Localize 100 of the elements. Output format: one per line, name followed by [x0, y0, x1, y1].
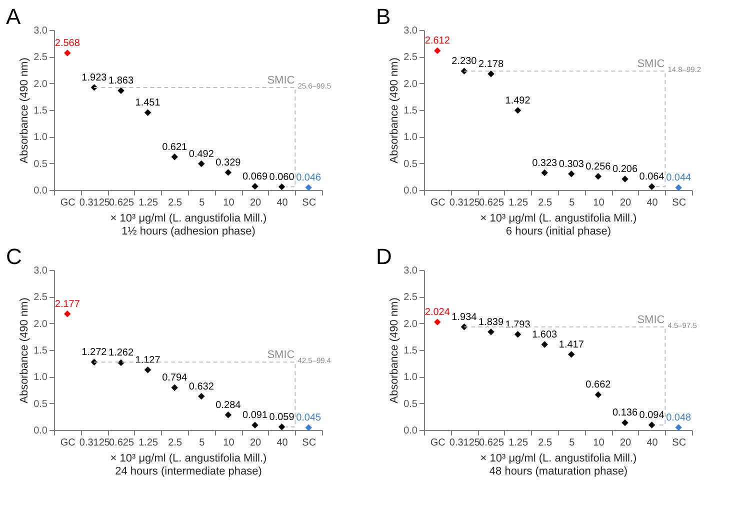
x-axis-title: × 10³ μg/ml (L. angustifolia Mill.) [480, 212, 637, 224]
chart-title: B [376, 4, 391, 29]
y-tick-label: 3.0 [404, 266, 418, 276]
x-tick-label: 0.3125 [449, 438, 480, 448]
data-label: 0.048 [666, 412, 692, 424]
y-tick-label: 2.0 [404, 318, 418, 330]
point [224, 412, 232, 418]
y-tick-label: 1.0 [34, 132, 48, 144]
data-label: 0.060 [269, 172, 295, 183]
point [622, 176, 628, 182]
point [434, 47, 441, 54]
y-tick-label: 0.5 [34, 398, 48, 410]
x-tick-label: SC [672, 198, 686, 208]
annotation: SMIC$_{14.8–99.2}$ [637, 58, 702, 74]
y-tick-label: 2.5 [404, 292, 418, 304]
point [514, 107, 522, 114]
chart-title: D [376, 244, 392, 269]
text: 48 hours (maturation phase) [489, 466, 628, 478]
point [488, 70, 494, 78]
x-tick-label: 0.625 [108, 198, 134, 208]
x-tick-label: 5 [199, 198, 206, 208]
data-label: 0.045 [296, 412, 322, 424]
data-label: 1.934 [452, 312, 478, 323]
annotation: SMIC$_{25.6–99.5}$ [267, 74, 332, 90]
point [144, 109, 152, 116]
y-tick-label: 1.5 [404, 106, 418, 116]
data-label: 0.059 [269, 412, 295, 423]
x-tick-label: 0.625 [478, 438, 504, 448]
point [171, 384, 178, 392]
point [622, 419, 628, 426]
x-tick-label: 5 [569, 198, 576, 208]
x-axis-title: × 10³ μg/ml (L. angustifolia Mill.) [110, 452, 267, 464]
y-axis-title: Absorbance (490 nm) [388, 58, 401, 164]
point [648, 422, 656, 428]
data-label: 1.272 [82, 347, 108, 358]
x-tick-label: 0.625 [108, 438, 134, 448]
x-tick-label: 1.25 [138, 198, 158, 208]
point [568, 170, 575, 178]
x-tick-label: GC [60, 438, 76, 448]
data-label: 0.091 [242, 410, 268, 422]
point [305, 424, 312, 431]
data-label: 0.492 [188, 148, 214, 160]
x-tick-label: SC [302, 198, 316, 208]
point [434, 318, 441, 326]
point [278, 183, 286, 190]
annotation: SMIC$_{4.5–97.5}$ [637, 314, 697, 330]
data-label: 1.492 [505, 95, 531, 106]
y-tick-label: 2.0 [34, 78, 48, 90]
point [64, 310, 71, 318]
x-tick-label: 20 [250, 438, 262, 448]
x-tick-label: 20 [250, 198, 262, 208]
point [594, 172, 602, 180]
point [488, 328, 494, 336]
data-label: 1.863 [108, 76, 134, 87]
point [675, 184, 682, 192]
text: 24 hours (intermediate phase) [115, 466, 262, 478]
x-tick-label: 20 [620, 198, 632, 208]
point [594, 391, 602, 398]
y-tick-label: 1.0 [404, 372, 418, 384]
x-tick-label: 1.25 [138, 438, 158, 448]
data-label: 0.329 [216, 157, 242, 168]
point [541, 169, 548, 176]
y-tick-label: 1.5 [34, 106, 48, 116]
x-tick-label: 20 [620, 438, 632, 448]
text: 1½ hours (adhesion phase) [122, 226, 256, 238]
x-tick-label: 10 [223, 438, 235, 448]
data-label: 0.136 [612, 408, 638, 419]
point [514, 331, 522, 338]
data-label: 2.024 [424, 307, 450, 318]
x-tick-label: 40 [646, 198, 658, 208]
x-tick-label: 40 [276, 198, 288, 208]
data-label: 0.206 [612, 164, 638, 176]
x-tick-label: 5 [569, 438, 576, 448]
data-label: 0.621 [162, 142, 188, 153]
y-tick-label: 1.5 [404, 346, 418, 356]
y-tick-label: 0.0 [34, 426, 48, 436]
point [144, 366, 152, 374]
x-axis-title: × 10³ μg/ml (L. angustifolia Mill.) [110, 212, 267, 224]
x-tick-label: 5 [199, 438, 206, 448]
y-tick-label: 0.0 [34, 186, 48, 196]
data-label: 0.323 [532, 158, 558, 169]
point [305, 184, 312, 191]
x-tick-label: 0.3125 [449, 198, 480, 208]
x-tick-label: 0.3125 [79, 198, 110, 208]
x-tick-label: 10 [223, 198, 235, 208]
x-tick-label: 2.5 [168, 198, 182, 208]
x-tick-label: GC [430, 198, 446, 208]
y-tick-label: 1.5 [34, 346, 48, 356]
x-tick-label: 2.5 [538, 438, 552, 448]
x-tick-label: 0.3125 [79, 438, 110, 448]
point [252, 422, 258, 428]
data-label: 2.612 [424, 36, 450, 47]
data-label: 0.632 [188, 381, 214, 392]
data-label: 0.046 [296, 172, 322, 184]
data-label: 0.794 [162, 372, 188, 384]
y-tick-label: 2.5 [34, 52, 48, 64]
x-axis-title: × 10³ μg/ml (L. angustifolia Mill.) [480, 452, 637, 464]
text: 6 hours (initial phase) [506, 226, 612, 238]
data-label: 0.044 [666, 172, 692, 184]
point [198, 160, 205, 168]
